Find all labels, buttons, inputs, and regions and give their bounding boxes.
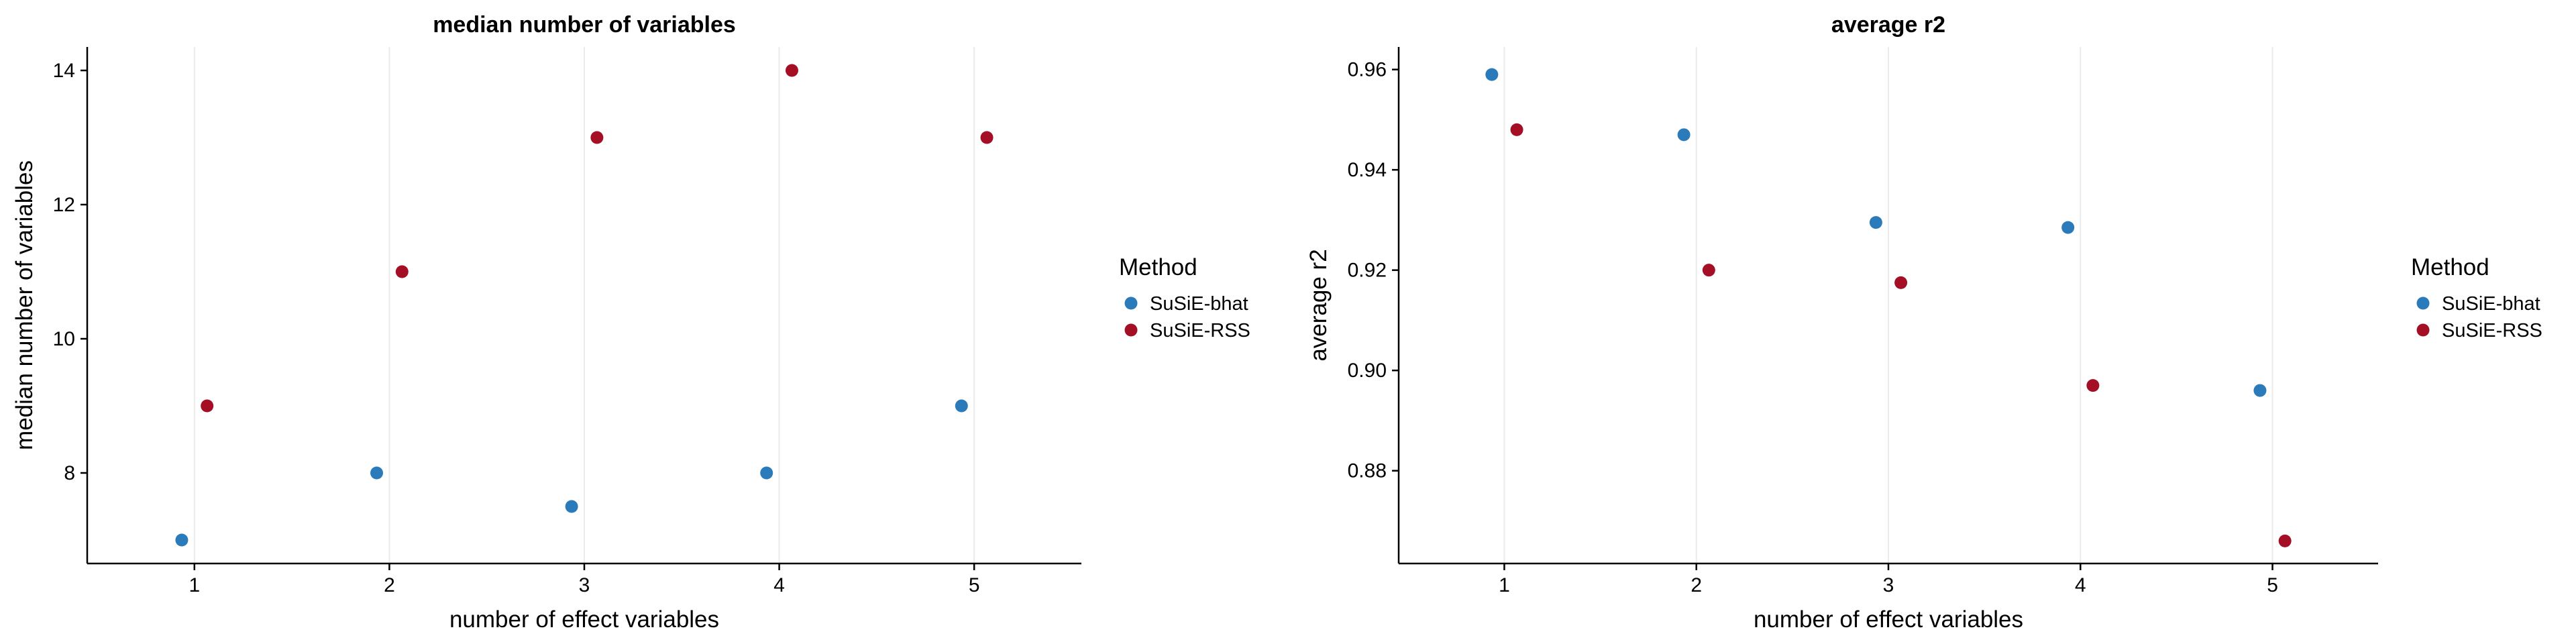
x-tick-label: 2 <box>384 574 395 596</box>
legend-key-susie-bhat <box>2416 297 2430 310</box>
data-point-susie-bhat <box>175 533 189 547</box>
x-tick-label: 5 <box>2267 574 2278 596</box>
y-tick-label: 0.94 <box>1348 159 1387 181</box>
x-tick-label: 4 <box>773 574 785 596</box>
data-point-susie-bhat <box>1677 128 1690 142</box>
x-tick-label: 1 <box>1499 574 1510 596</box>
y-tick-label: 8 <box>64 462 75 484</box>
y-tick-label: 0.92 <box>1348 260 1387 282</box>
legend-label: SuSiE-bhat <box>2442 293 2540 315</box>
legend: Method SuSiE-bhat SuSiE-RSS <box>2411 254 2542 341</box>
x-tick-label: 4 <box>2075 574 2086 596</box>
legend-title: Method <box>2411 254 2489 280</box>
data-point-susie-bhat <box>565 500 578 513</box>
data-point-susie-bhat <box>955 399 968 413</box>
data-point-susie-rss <box>1894 276 1908 289</box>
data-point-susie-rss <box>2278 534 2292 547</box>
legend: Method SuSiE-bhat SuSiE-RSS <box>1119 254 1250 341</box>
x-axis-label: number of effect variables <box>449 606 719 633</box>
data-point-susie-rss <box>395 265 409 278</box>
y-tick-label: 0.96 <box>1348 59 1387 81</box>
y-axis-label: median number of variables <box>11 160 38 450</box>
x-tick-label: 3 <box>1883 574 1894 596</box>
legend-key-susie-rss <box>1124 323 1138 337</box>
y-tick-label: 10 <box>53 328 75 350</box>
legend-key-susie-bhat <box>1124 297 1138 310</box>
data-point-susie-rss <box>1510 123 1523 136</box>
chart-title: average r2 <box>1831 12 1945 38</box>
data-point-susie-bhat <box>2061 221 2075 234</box>
legend-key-susie-rss <box>2416 323 2430 337</box>
y-tick-label: 0.90 <box>1348 360 1387 382</box>
data-point-susie-bhat <box>1869 216 1882 229</box>
data-point-susie-rss <box>980 131 994 144</box>
x-tick-label: 1 <box>189 574 200 596</box>
chart-panel-2: 1 2 3 4 5 0.88 0.90 0.92 0.94 0.96 average r2 numbe… <box>1305 12 2542 633</box>
y-tick-label: 14 <box>53 60 75 82</box>
legend-label: SuSiE-RSS <box>2442 320 2542 341</box>
data-point-susie-rss <box>785 64 798 77</box>
data-point-susie-bhat <box>370 466 384 480</box>
x-tick-label: 2 <box>1690 574 1702 596</box>
y-tick-label: 12 <box>53 194 75 216</box>
legend-label: SuSiE-RSS <box>1150 320 1250 341</box>
data-point-susie-bhat <box>1485 68 1499 81</box>
data-point-susie-rss <box>1702 264 1715 277</box>
y-axis-label: average r2 <box>1305 249 1332 361</box>
data-point-susie-rss <box>590 131 604 144</box>
chart-title: median number of variables <box>433 12 736 38</box>
legend-label: SuSiE-bhat <box>1150 293 1248 315</box>
data-point-susie-rss <box>201 399 214 413</box>
data-point-susie-bhat <box>2253 384 2267 397</box>
x-tick-label: 5 <box>969 574 980 596</box>
legend-title: Method <box>1119 254 1197 280</box>
data-point-susie-bhat <box>760 466 773 480</box>
data-point-susie-rss <box>2086 379 2100 392</box>
x-axis-label: number of effect variables <box>1754 606 2023 633</box>
x-tick-label: 3 <box>579 574 590 596</box>
y-tick-label: 0.88 <box>1348 460 1387 482</box>
